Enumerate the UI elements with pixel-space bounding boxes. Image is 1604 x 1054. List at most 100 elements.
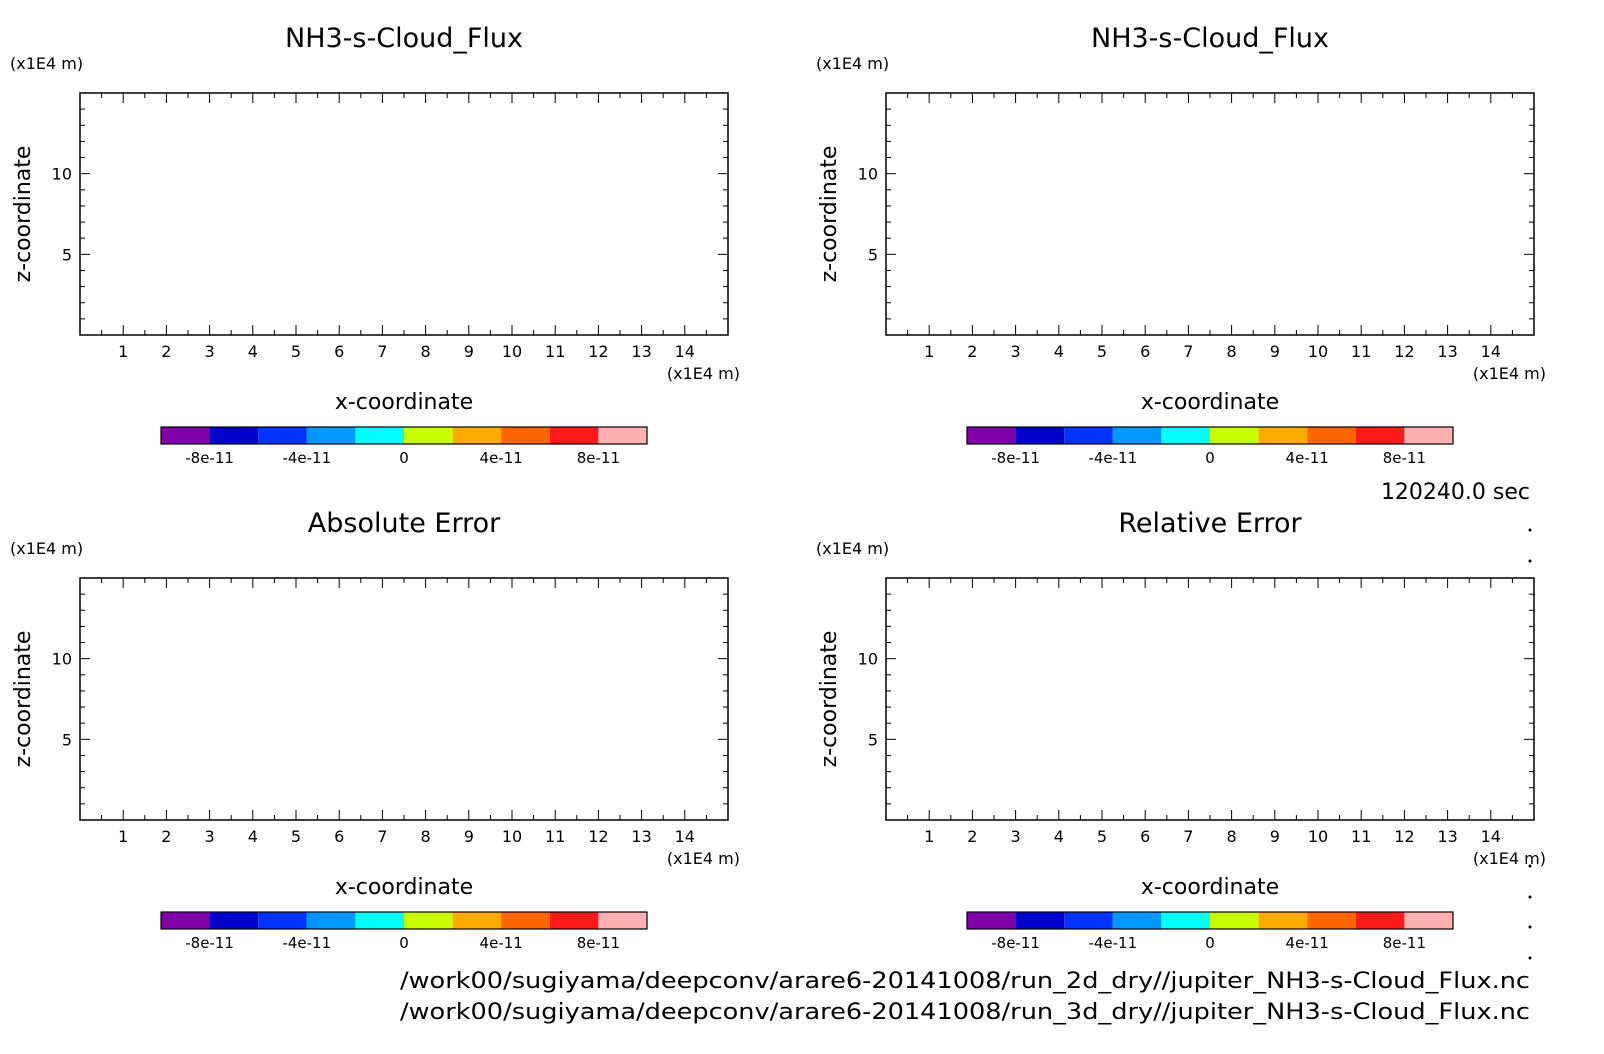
x-tick-label: 9	[1270, 342, 1280, 361]
x-tick-label: 10	[1308, 342, 1328, 361]
colorbar-tick-label: -8e-11	[991, 449, 1040, 467]
x-tick-label: 4	[1054, 342, 1064, 361]
x-tick-label: 5	[291, 827, 301, 846]
x-tick-label: 14	[1481, 827, 1501, 846]
edge-dot	[1528, 956, 1532, 960]
colorbar-swatch	[1210, 912, 1259, 929]
edge-dot	[1528, 925, 1532, 929]
colorbar-tick-label: -4e-11	[282, 449, 331, 467]
file-path-1: /work00/sugiyama/deepconv/arare6-2014100…	[400, 969, 1530, 994]
panel-title: Absolute Error	[308, 508, 501, 539]
x-tick-label: 7	[377, 342, 387, 361]
colorbar-swatch	[967, 427, 1016, 444]
colorbar-swatch	[549, 427, 599, 444]
x-tick-label: 1	[924, 342, 934, 361]
colorbar-swatch	[306, 912, 356, 929]
x-tick-label: 13	[1437, 827, 1457, 846]
y-tick-label: 10	[858, 650, 878, 669]
colorbar-frame	[160, 911, 648, 930]
x-tick-label: 10	[502, 827, 522, 846]
x-tick-label: 4	[248, 827, 258, 846]
y-axis-label: z-coordinate	[817, 146, 842, 283]
colorbar-swatch	[355, 912, 404, 929]
x-tick-label: 3	[205, 342, 215, 361]
x-tick-label: 8	[421, 827, 431, 846]
x-tick-label: 6	[1140, 342, 1150, 361]
colorbar-tick-label: 0	[1205, 934, 1215, 952]
x-tick-label: 13	[631, 342, 651, 361]
x-tick-label: 5	[1097, 342, 1107, 361]
x-tick-label: 11	[545, 827, 565, 846]
edge-dot	[1528, 528, 1532, 532]
colorbar: -8e-11 -4e-11 0 4e-11 8e-11	[966, 426, 1454, 467]
colorbar-swatch	[452, 912, 502, 929]
file-path-2: /work00/sugiyama/deepconv/arare6-2014100…	[400, 1000, 1530, 1025]
colorbar-tick-label: 4e-11	[1286, 449, 1329, 467]
x-tick-label: 11	[545, 342, 565, 361]
y-axis-label: z-coordinate	[11, 146, 36, 283]
colorbar-swatch	[1258, 912, 1308, 929]
x-tick-label: 11	[1351, 827, 1371, 846]
colorbar-tick-label: -4e-11	[282, 934, 331, 952]
colorbar-swatch	[1307, 912, 1356, 929]
colorbar-frame	[160, 426, 648, 445]
x-tick-label: 7	[1183, 827, 1193, 846]
x-tick-label: 10	[1308, 827, 1328, 846]
x-tick-label: 6	[334, 827, 344, 846]
y-tick-label: 5	[868, 730, 878, 749]
colorbar-swatch	[306, 427, 356, 444]
plot-panel-4: Relative Error(x1E4 m)1 2 3 4 5 6 7 8 9 10 11 12 13 1…	[816, 508, 1546, 952]
x-tick-label: 12	[1394, 827, 1414, 846]
y-axis-label: z-coordinate	[11, 631, 36, 768]
colorbar-tick-label: 8e-11	[1383, 449, 1426, 467]
edge-dot	[1528, 895, 1532, 899]
colorbar-swatch	[1112, 427, 1162, 444]
x-unit-label: (x1E4 m)	[667, 849, 740, 868]
x-tick-label: 9	[1270, 827, 1280, 846]
colorbar-swatch	[161, 912, 210, 929]
colorbar-swatch	[161, 427, 210, 444]
y-unit-label: (x1E4 m)	[816, 539, 889, 558]
colorbar-swatch	[1355, 427, 1405, 444]
colorbar-tick-label: -4e-11	[1088, 449, 1137, 467]
y-tick-label: 10	[52, 165, 72, 184]
x-tick-label: 3	[205, 827, 215, 846]
colorbar-swatch	[549, 912, 599, 929]
colorbar-swatch	[1258, 427, 1308, 444]
colorbar-frame	[966, 911, 1454, 930]
x-tick-label: 2	[967, 827, 977, 846]
colorbar: -8e-11 -4e-11 0 4e-11 8e-11	[966, 911, 1454, 952]
y-unit-label: (x1E4 m)	[816, 54, 889, 73]
colorbar-tick-label: 8e-11	[1383, 934, 1426, 952]
colorbar-swatch	[258, 427, 307, 444]
colorbar-swatch	[404, 427, 453, 444]
colorbar-swatch	[1404, 912, 1453, 929]
plot-frame	[885, 92, 1535, 336]
x-tick-label: 1	[118, 342, 128, 361]
colorbar-swatch	[598, 427, 647, 444]
y-tick-label: 5	[62, 245, 72, 264]
edge-dots	[1528, 528, 1532, 960]
plot-frame	[79, 92, 729, 336]
x-tick-label: 3	[1011, 827, 1021, 846]
x-tick-label: 5	[1097, 827, 1107, 846]
colorbar-swatch	[404, 912, 453, 929]
y-tick-label: 10	[858, 165, 878, 184]
colorbar-tick-label: 8e-11	[577, 449, 620, 467]
colorbar-tick-label: 0	[1205, 449, 1215, 467]
edge-dot	[1528, 864, 1532, 868]
plot-frame	[885, 577, 1535, 821]
x-unit-label: (x1E4 m)	[1473, 849, 1546, 868]
x-tick-label: 8	[1227, 342, 1237, 361]
x-tick-label: 3	[1011, 342, 1021, 361]
time-label: 120240.0 sec	[1381, 480, 1530, 505]
x-tick-label: 13	[1437, 342, 1457, 361]
colorbar-tick-label: -8e-11	[991, 934, 1040, 952]
colorbar-tick-label: 0	[399, 449, 409, 467]
x-tick-label: 6	[334, 342, 344, 361]
x-tick-label: 14	[675, 342, 695, 361]
colorbar-tick-label: -4e-11	[1088, 934, 1137, 952]
colorbar-swatch	[1161, 427, 1210, 444]
colorbar-swatch	[1064, 912, 1113, 929]
